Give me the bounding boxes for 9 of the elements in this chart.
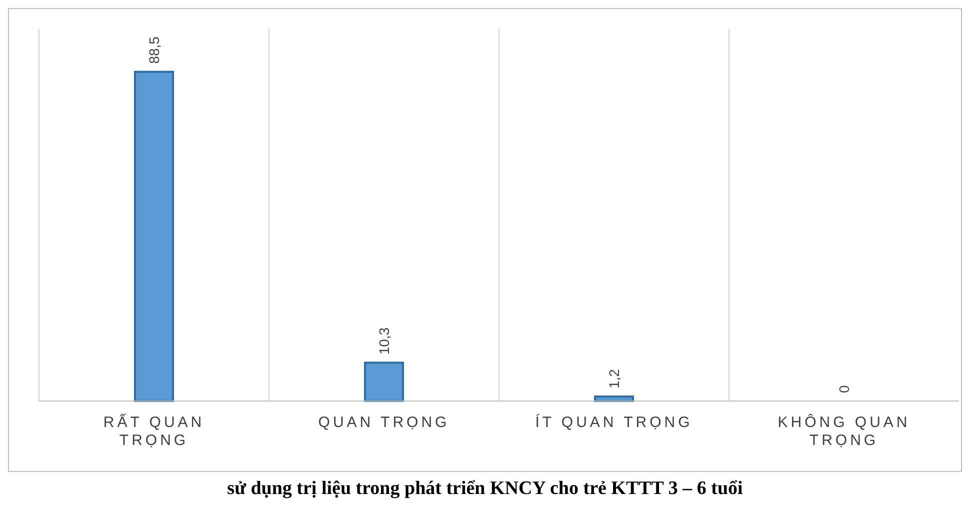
data-label: 88,5: [146, 36, 162, 64]
text: sử dụng trị liệu trong phát triển KNCY cho trẻ KTTT 3 – 6 tuổi: [226, 478, 744, 500]
x-tick-label: QUAN TRỌNG: [318, 414, 450, 431]
x-tick-label: KHÔNG QUAN TRỌNG: [778, 413, 910, 449]
data-label: 10,3: [376, 327, 392, 355]
data-label: 0: [836, 385, 852, 393]
x-tick-label: RẤT QUAN TRỌNG: [103, 413, 205, 449]
data-label: 1,2: [606, 368, 622, 389]
x-tick-label: ÍT QUAN TRỌNG: [535, 413, 693, 431]
